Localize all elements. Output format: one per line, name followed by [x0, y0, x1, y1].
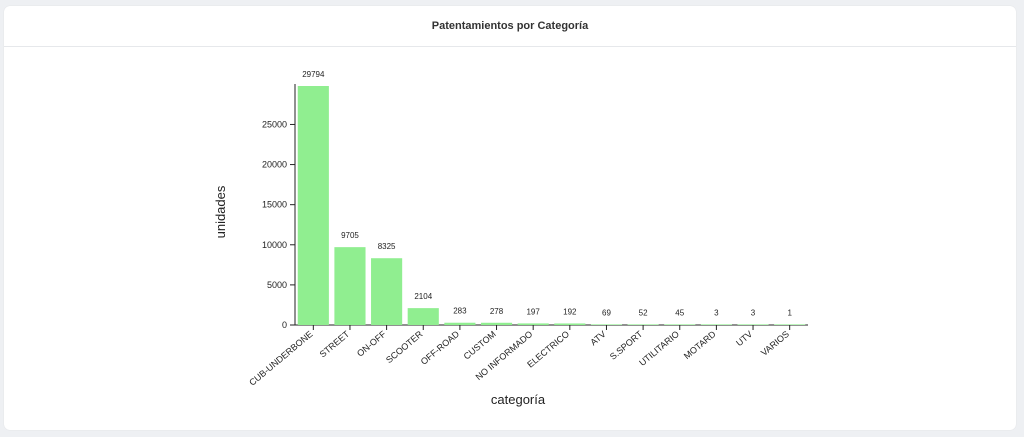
bar-value-label: 3	[714, 308, 719, 317]
bar-value-label: 192	[563, 307, 577, 316]
y-tick-label: 0	[282, 320, 287, 330]
bar-value-label: 3	[751, 308, 756, 317]
bar-value-label: 283	[453, 307, 467, 316]
chart-card: Patentamientos por Categoría	[4, 6, 1016, 430]
y-tick-label: 25000	[262, 119, 287, 129]
x-tick-label: ON-OFF	[355, 329, 388, 359]
bar	[590, 324, 623, 325]
bar	[700, 324, 732, 325]
card-header: Patentamientos por Categoría	[4, 6, 1016, 47]
y-axis-title: unidades	[213, 185, 228, 238]
bar-value-label: 69	[602, 308, 611, 317]
x-tick-label: UTV	[734, 329, 754, 348]
bar-value-label: 52	[639, 308, 648, 317]
x-tick-label: CUSTOM	[462, 329, 498, 362]
bar	[334, 247, 366, 325]
x-tick-label: UTILITARIO	[637, 329, 681, 368]
bar	[627, 324, 659, 325]
x-tick-label: MOTARD	[682, 329, 718, 362]
bar	[737, 324, 769, 325]
bar-value-label: 8325	[378, 242, 396, 251]
bar-value-label: 197	[526, 307, 540, 316]
chart-axes: 0 5000 10000 15000 20000 25000 CUB-UNDERBONE ST…	[247, 84, 808, 388]
bar	[554, 323, 586, 325]
bar-value-label: 2104	[414, 292, 432, 301]
chart-title: Patentamientos por Categoría	[431, 20, 589, 32]
chart-bars: 29794 9705 8325 2104 283 278 197 192 69 52 45 3 3 1	[297, 70, 806, 325]
x-axis-title: categoría	[491, 392, 546, 407]
x-tick-label: STREET	[318, 329, 352, 360]
bar	[297, 86, 329, 325]
y-tick-label: 20000	[262, 160, 287, 170]
bar	[444, 322, 476, 325]
x-tick-label: OFF-ROAD	[419, 329, 462, 367]
bar	[517, 323, 549, 325]
y-tick-label: 10000	[262, 240, 287, 250]
bar	[407, 308, 439, 325]
bar-value-label: 9705	[341, 231, 359, 240]
y-tick-label: 5000	[267, 280, 287, 290]
bar	[480, 322, 513, 325]
bar	[371, 258, 403, 325]
bar-value-label: 29794	[302, 70, 325, 79]
x-tick-label: S.SPORT	[608, 329, 645, 362]
x-tick-label: CUB-UNDERBONE	[247, 329, 314, 388]
bar-value-label: 278	[490, 307, 504, 316]
bar	[664, 324, 696, 325]
bar-value-label: 45	[675, 308, 684, 317]
bar-value-label: 1	[787, 308, 792, 317]
bar	[774, 324, 806, 325]
y-tick-label: 15000	[262, 200, 287, 210]
x-tick-label: VARIOS	[759, 329, 791, 358]
x-tick-label: ATV	[588, 329, 607, 347]
